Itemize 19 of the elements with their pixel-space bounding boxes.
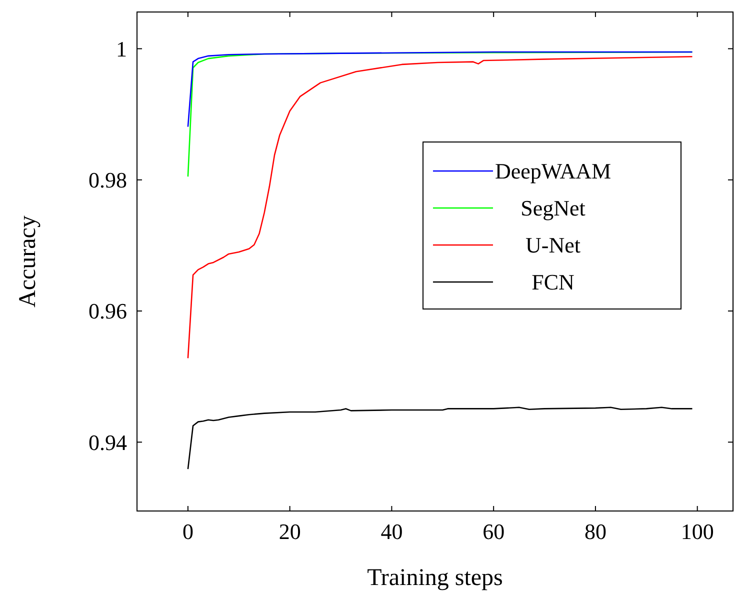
x-tick-label: 20 [278,519,301,544]
y-tick-label: 0.94 [88,430,127,455]
line-series [187,406,693,470]
legend-label: U-Net [526,232,580,258]
y-axis-title: Accuracy [15,216,41,308]
legend-label: SegNet [520,196,586,221]
y-tick-label: 0.98 [88,168,127,193]
x-tick-label: 80 [584,519,606,544]
line-series [187,51,693,128]
x-tick-label: 100 [680,519,714,544]
legend-label: DeepWAAM [494,158,612,184]
x-tick-label: 0 [182,519,194,544]
y-tick-label: 1 [116,36,127,62]
line-series [187,56,693,359]
legend-label: FCN [532,270,575,295]
x-axis-title: Training steps [367,565,503,591]
y-tick-label: 0.96 [88,298,127,324]
x-tick-label: 60 [482,519,505,544]
x-tick-label: 40 [380,519,403,544]
